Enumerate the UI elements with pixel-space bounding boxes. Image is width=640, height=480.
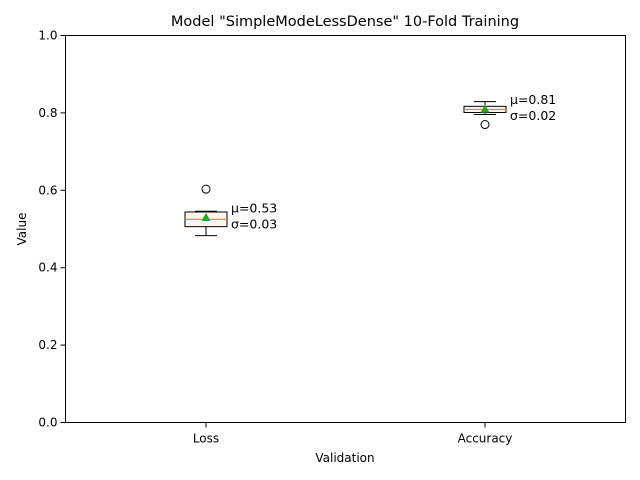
y-tick-label: 0.8 xyxy=(38,106,57,120)
y-tick-label: 0.6 xyxy=(38,183,57,197)
mean-marker xyxy=(201,212,211,221)
box-plots: μ=0.53σ=0.03 μ=0.81σ=0.02 xyxy=(184,92,556,237)
mean-marker xyxy=(480,104,490,113)
std-annotation: σ=0.03 xyxy=(231,216,277,231)
x-axis-ticks: Loss Accuracy xyxy=(193,422,513,446)
mean-annotation: μ=0.53 xyxy=(231,200,277,215)
std-annotation: σ=0.02 xyxy=(510,108,556,123)
outlier-point xyxy=(201,184,211,194)
outlier-point xyxy=(480,120,490,130)
y-tick-label: 0.4 xyxy=(38,261,57,275)
mean-annotation: μ=0.81 xyxy=(510,92,556,107)
y-tick-label: 0.0 xyxy=(38,416,57,430)
box-loss: μ=0.53σ=0.03 xyxy=(184,184,277,237)
y-tick-label: 0.2 xyxy=(38,338,57,352)
y-axis-ticks: 0.0 0.2 0.4 0.6 0.8 1.0 xyxy=(38,29,66,430)
chart-title: Model "SimpleModeLessDense" 10-Fold Trai… xyxy=(171,14,519,30)
box-accuracy: μ=0.81σ=0.02 xyxy=(463,92,556,130)
x-tick-label: Loss xyxy=(193,432,219,446)
x-tick-label: Accuracy xyxy=(458,432,513,446)
plot-frame xyxy=(65,35,626,423)
y-axis-label: Value xyxy=(15,213,29,246)
x-axis-label: Validation xyxy=(315,451,374,465)
y-tick-label: 1.0 xyxy=(38,29,57,43)
